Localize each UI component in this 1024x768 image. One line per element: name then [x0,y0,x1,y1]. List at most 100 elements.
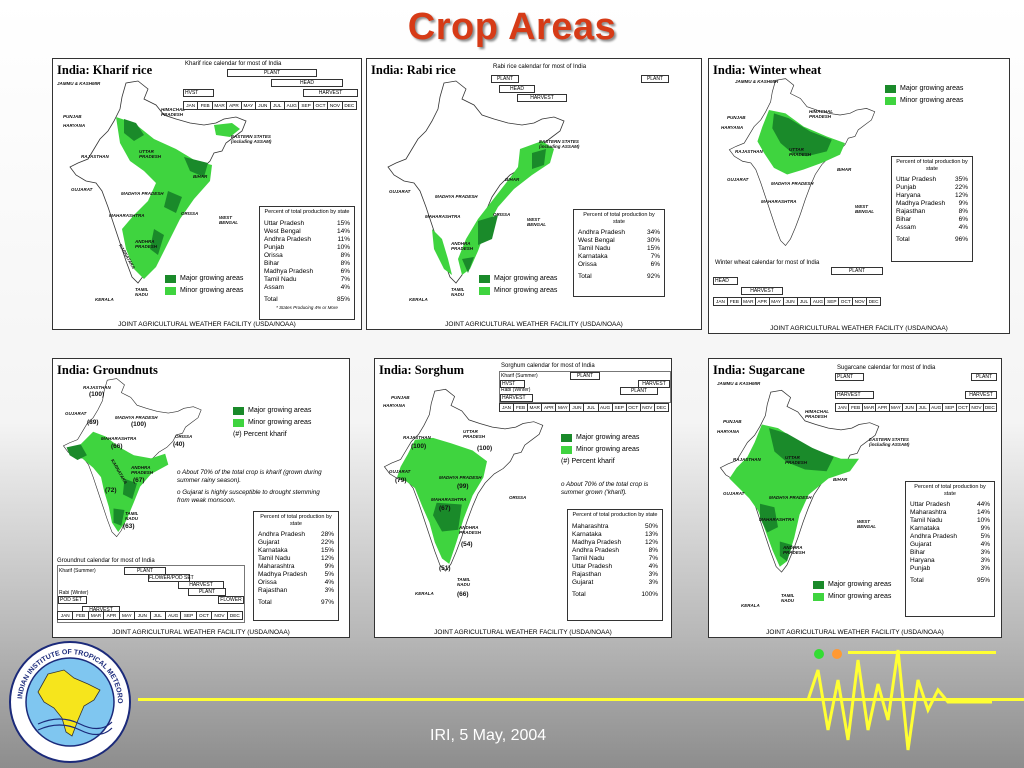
month-label: SEP [181,612,197,619]
month-label: NOV [970,404,984,411]
month-label: APR [542,404,557,411]
major-growing-area [779,541,793,562]
india-map [69,80,247,284]
map-label: MAHARASHTRA [759,517,795,522]
state-percent: 4% [340,283,350,291]
state-name: Rajasthan [896,208,926,215]
state-name: Andhra Pradesh [258,531,305,538]
table-row: Karnataka 13% [572,531,658,539]
slide-title: Crop Areas [407,6,617,48]
month-label: OCT [957,404,971,411]
india-silhouette [37,669,101,737]
month-label: JUL [917,404,930,411]
kharif-percent: (99) [457,483,469,490]
kharif-percent: (66) [111,443,123,450]
major-growing-area [532,149,546,169]
minor-growing-area [214,123,240,137]
state-name: Gujarat [258,539,280,546]
panel-footer: JOINT AGRICULTURAL WEATHER FACILITY (USD… [445,321,623,328]
state-name: Rajasthan [572,570,602,578]
table-row: Tamil Nadu 12% [258,555,334,563]
map-label: RAJASTHAN [735,149,763,154]
state-name: Bihar [264,259,280,267]
month-label: JUN [135,612,151,619]
state-name: Assam [896,224,916,231]
table-row: Uttar Pradesh 35% [896,176,968,184]
table-total: Total 95% [910,577,990,584]
map-label: KERALA [409,297,428,302]
major-growing-area [462,257,474,273]
state-name: Maharashtra [572,522,609,530]
table-row: Maharashtra 14% [910,509,990,517]
minor-growing-area [458,141,554,275]
state-name: Gujarat [572,578,594,586]
map-label: JAMMU & KASHMIR [57,81,101,86]
calendar-bar-head: HEAD [271,79,343,87]
minor-growing-area [116,117,212,279]
state-percent: 28% [320,531,334,538]
state-name: Karnataka [258,547,288,554]
state-percent: 14% [976,509,990,516]
state-name: Tamil Nadu [572,554,605,562]
month-axis: JAN FEB MAR APR MAY JUN JUL AUG SEP OCT NOV DEC [183,101,357,110]
credit-text: IRI, 5 May, 2004 [430,727,547,744]
month-label: FEB [849,404,863,411]
map-label: ORISSA [175,434,193,439]
accent-line [138,698,1024,701]
panel-winter-wheat: India: Winter wheat JAMMU & KASHMIR PUNJ… [708,58,1010,334]
state-name: Tamil Nadu [258,555,291,562]
month-label: MAR [863,404,877,411]
map-label: BIHAR [193,174,208,179]
month-label: NOV [212,612,228,619]
calendar-bar-harvest: HARVEST [303,89,358,97]
table-row: Tamil Nadu 7% [264,276,350,284]
calendar-title: Sorghum calendar for most of India [501,363,595,369]
state-percent: 22% [320,539,334,546]
state-percent: 4% [324,579,334,586]
state-percent: 3% [980,565,990,572]
kharif-percent: (72) [105,487,117,494]
table-row: Punjab 3% [910,565,990,573]
calendar-bar-harvest: HARVEST [500,394,533,402]
month-label: DEC [656,405,667,410]
calendar-bar-plant: PLANT [620,387,658,395]
crop-calendar: PLANT HEAD HVST HARVEST [183,69,358,99]
major-swatch [885,85,896,93]
map-label: MADHYA PRADESH [439,475,482,480]
state-name: Maharashtra [910,509,947,516]
panel-kharif-rice: India: Kharif rice JAMMU & KASHMIR HIMAC… [52,58,362,330]
major-growing-area [769,428,834,472]
month-label: JAN [58,612,74,619]
table-row: Uttar Pradesh 15% [264,220,350,228]
month-label: APR [876,404,890,411]
table-header: Percent of total production by state [260,514,332,527]
month-label: MAY [890,404,904,411]
table-row: Gujarat 22% [258,539,334,547]
table-row: Bihar 3% [910,549,990,557]
calendar-bar-flower: FLOWER/POD SET [148,574,194,582]
state-percent: 14% [336,227,350,235]
calendar-bar-harvest: HARVEST [741,287,783,295]
kharif-percent: (100) [131,421,147,428]
major-growing-area [113,508,125,526]
production-table: Percent of total production by state Utt… [891,156,973,262]
calendar-bar-harvest: HARVEST [835,391,874,399]
map-label: BIHAR [505,177,520,182]
month-label: JUL [271,102,285,109]
state-name: Orissa [578,261,597,268]
map-label: MADHYA PRADESH [435,194,478,199]
kharif-percent: (79) [395,477,407,484]
table-row: Uttar Pradesh 4% [572,563,658,571]
table-row: Tamil Nadu 10% [910,517,990,525]
table-row: Punjab 22% [896,184,968,192]
state-name: Orissa [258,579,277,586]
major-swatch [233,407,244,415]
table-row: Gujarat 4% [910,541,990,549]
crop-calendar: PLANT HEAD HARVEST [713,267,883,297]
state-percent: 12% [954,192,968,199]
map-label: WEST BENGAL [527,217,546,227]
state-percent: 22% [954,184,968,191]
calendar-bar-head: HEAD [499,85,535,93]
state-percent: 3% [648,570,658,578]
map-label: BIHAR [833,477,848,482]
